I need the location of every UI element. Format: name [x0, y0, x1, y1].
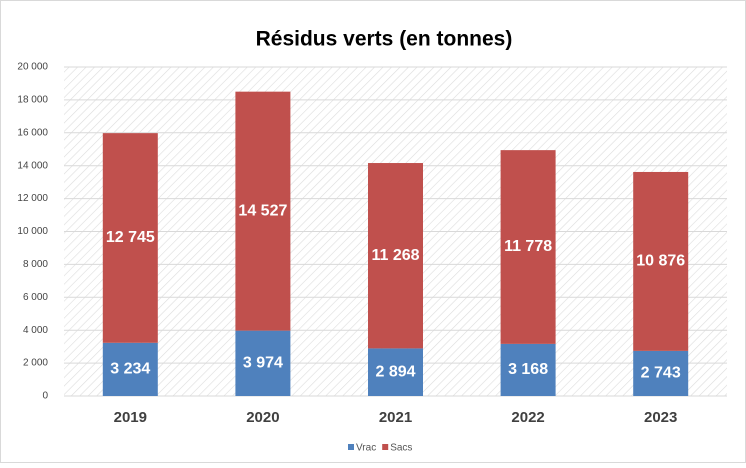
bar-segment: [235, 330, 291, 396]
chart-title: Résidus verts (en tonnes): [256, 28, 513, 51]
value-label: 11 268: [371, 247, 419, 264]
y-tick-label: 6 000: [23, 292, 48, 303]
value-label: 14 527: [238, 202, 287, 219]
y-tick-label: 4 000: [23, 325, 48, 336]
value-label: 12 745: [106, 229, 155, 246]
y-tick-label: 16 000: [17, 127, 48, 138]
x-tick-label: 2022: [511, 409, 544, 426]
bar-segment: [633, 171, 689, 351]
legend-swatch: [348, 444, 354, 450]
bar-segment: [102, 133, 158, 343]
bar-segment: [102, 342, 158, 396]
value-label: 3 974: [243, 355, 283, 372]
y-tick-label: 18 000: [17, 95, 48, 106]
x-tick-label: 2019: [114, 409, 147, 426]
value-label: 2 743: [641, 365, 681, 382]
y-tick-label: 12 000: [17, 193, 48, 204]
y-tick-label: 2 000: [23, 358, 48, 369]
value-label: 3 234: [110, 361, 150, 378]
value-label: 2 894: [375, 363, 415, 380]
value-label: 11 778: [504, 238, 552, 255]
legend-swatch: [382, 444, 389, 450]
bar-segment: [368, 348, 423, 396]
y-tick-label: 14 000: [17, 160, 48, 171]
y-tick-label: 20 000: [17, 62, 48, 73]
value-label: 10 876: [636, 253, 685, 270]
bar-segment: [500, 150, 556, 344]
legend-label: Vrac: [356, 443, 376, 454]
y-tick-label: 0: [42, 391, 48, 402]
bar-segment: [368, 163, 423, 349]
y-tick-label: 8 000: [23, 259, 48, 270]
value-label: 3 168: [508, 361, 548, 378]
y-tick-label: 10 000: [17, 226, 48, 237]
x-tick-label: 2020: [246, 409, 279, 426]
legend-label: Sacs: [390, 443, 412, 454]
x-tick-label: 2021: [379, 409, 412, 426]
bar-segment: [500, 343, 556, 396]
bar-segment: [235, 91, 291, 331]
x-tick-label: 2023: [644, 409, 677, 426]
bar-segment: [633, 350, 689, 396]
